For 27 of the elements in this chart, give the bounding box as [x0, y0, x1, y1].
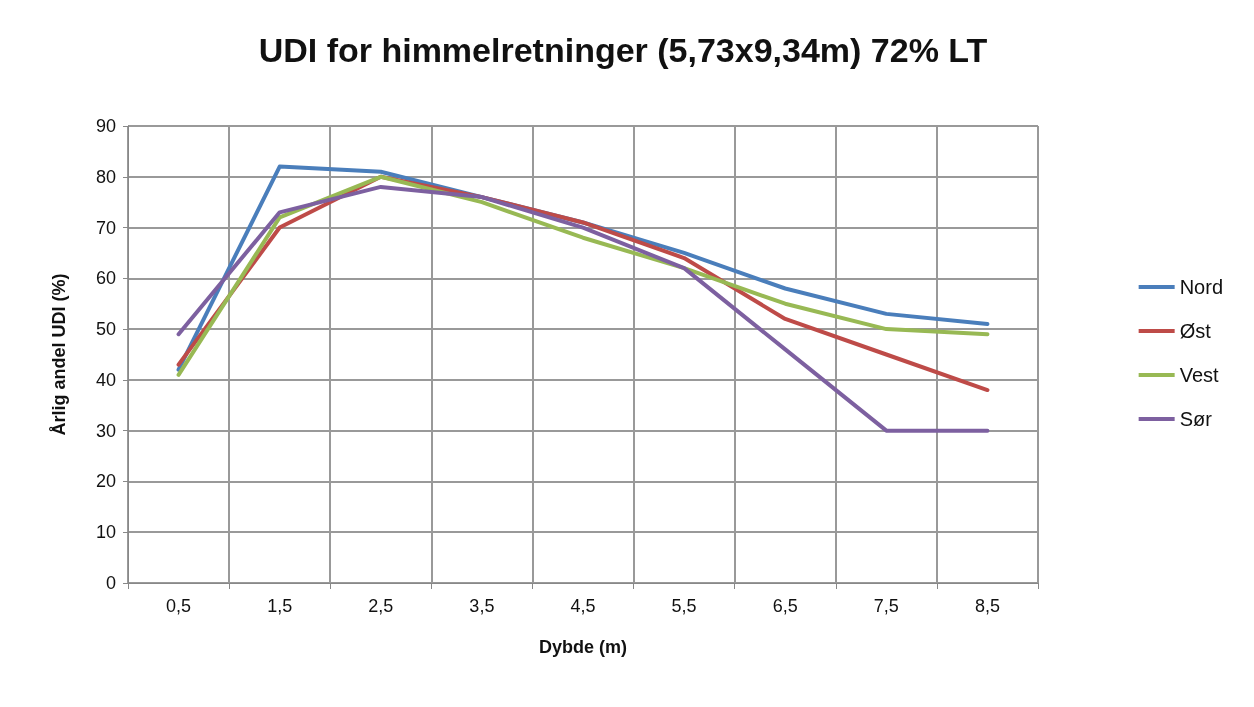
y-tick-label: 50 — [95, 319, 116, 340]
y-tick-label: 30 — [95, 420, 116, 441]
y-tick-label: 90 — [95, 116, 116, 136]
y-tick-label: 20 — [95, 471, 116, 492]
x-tick-label: 5,5 — [671, 596, 697, 616]
x-axis-title: Dybde (m) — [538, 637, 628, 657]
x-tick-label: 8,5 — [974, 596, 1000, 616]
y-axis-title: Årlig andel UDI (%) — [49, 273, 69, 436]
y-tick-label: 10 — [95, 522, 116, 543]
x-tick-label: 6,5 — [772, 596, 798, 616]
y-tick-label: 40 — [95, 369, 116, 390]
x-tick-label: 0,5 — [166, 596, 192, 616]
x-tick-label: 1,5 — [267, 596, 293, 616]
y-tick-label: 60 — [95, 268, 116, 289]
legend-label: Vest — [1179, 364, 1220, 386]
legend-label: Sør — [1179, 408, 1213, 430]
y-tick-label: 70 — [95, 217, 116, 238]
x-tick-label: 3,5 — [469, 596, 495, 616]
x-tick-label: 4,5 — [570, 596, 596, 616]
legend-label: Nord — [1179, 276, 1224, 298]
legend-label: Øst — [1179, 320, 1212, 342]
line-series — [176, 184, 990, 433]
y-tick-label: 0 — [105, 573, 116, 593]
x-tick-label: 7,5 — [873, 596, 899, 616]
chart-title: UDI for himmelretninger (5,73x9,34m) 72% LT — [258, 31, 988, 69]
x-tick-label: 2,5 — [368, 596, 394, 616]
y-tick-label: 80 — [95, 166, 116, 187]
